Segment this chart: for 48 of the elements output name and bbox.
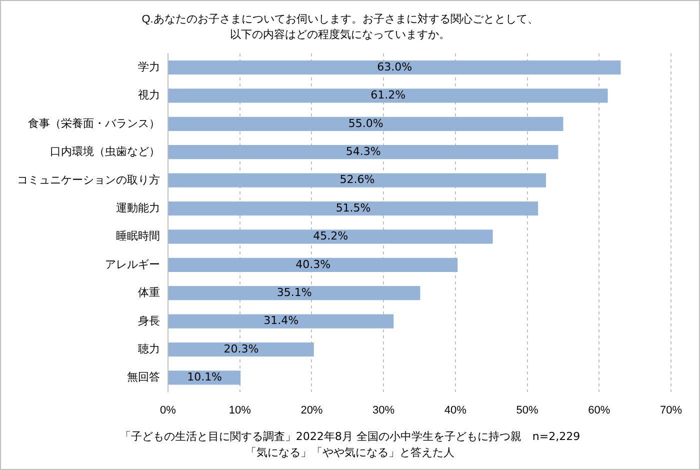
y-tick-label: コミュニケーションの取り方 bbox=[17, 173, 160, 186]
data-label: 10.1% bbox=[187, 370, 222, 384]
y-tick-label: 食事（栄養面・バランス） bbox=[28, 116, 160, 130]
y-tick-label: 運動能力 bbox=[116, 202, 160, 215]
bar bbox=[168, 60, 621, 75]
x-tick-label: 0% bbox=[160, 404, 176, 416]
y-tick-label: 体重 bbox=[138, 286, 160, 300]
x-tick-label: 70% bbox=[660, 404, 682, 416]
text: 「気になる」「やや気になる」と答えた人 bbox=[244, 445, 456, 461]
data-label: 54.3% bbox=[346, 144, 381, 158]
bar bbox=[168, 173, 546, 188]
y-tick-label: 聴力 bbox=[138, 342, 160, 356]
bar bbox=[168, 370, 241, 385]
data-label: 55.0% bbox=[348, 116, 384, 130]
x-tick-label: 10% bbox=[228, 404, 252, 416]
chart-title: Q.あなたのお子さまについてお伺いします。お子さまに対する関心ごととして、 bbox=[142, 12, 538, 26]
chart-subtitle: 以下の内容はどの程度気になっていますか。 bbox=[230, 28, 450, 41]
data-label: 31.4% bbox=[264, 314, 299, 328]
y-tick-label: 口内環境（虫歯など） bbox=[50, 145, 160, 158]
y-tick-label: 学力 bbox=[138, 60, 160, 74]
bar bbox=[168, 230, 493, 244]
bar bbox=[168, 258, 458, 272]
bar bbox=[168, 145, 558, 160]
y-tick-label: 無回答 bbox=[127, 372, 160, 384]
y-tick-label: 身長 bbox=[138, 315, 160, 328]
data-label: 20.3% bbox=[224, 342, 259, 356]
bar bbox=[168, 314, 394, 328]
x-tick-label: 50% bbox=[516, 404, 539, 416]
y-tick-label: 睡眠時間 bbox=[116, 230, 160, 243]
bar bbox=[168, 342, 314, 357]
x-tick-label: 60% bbox=[588, 404, 610, 416]
data-label: 51.5% bbox=[336, 201, 371, 214]
bar bbox=[168, 286, 420, 300]
bar bbox=[168, 201, 538, 216]
bar bbox=[168, 88, 608, 103]
data-label: 63.0% bbox=[377, 60, 412, 74]
text: 「子どもの生活と目に関する調査」2022年8月 全国の小中学生を子どもに持つ親 n=2,229 bbox=[118, 429, 582, 445]
y-tick-label: アレルギー bbox=[105, 258, 160, 271]
x-tick-label: 30% bbox=[372, 404, 395, 416]
data-label: 61.2% bbox=[370, 88, 406, 102]
data-label: 35.1% bbox=[276, 286, 312, 299]
y-tick-label: 視力 bbox=[138, 88, 160, 102]
x-tick-label: 20% bbox=[300, 404, 323, 416]
data-label: 45.2% bbox=[313, 230, 348, 243]
data-label: 40.3% bbox=[296, 258, 331, 271]
bar bbox=[168, 116, 564, 131]
x-tick-label: 40% bbox=[444, 404, 467, 416]
data-label: 52.6% bbox=[340, 173, 375, 186]
